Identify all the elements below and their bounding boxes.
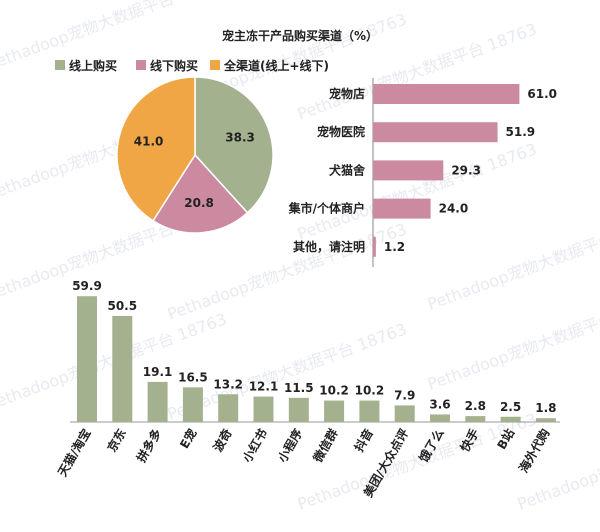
vbar-value-label: 16.5 (178, 370, 208, 384)
pie-slice (152, 153, 249, 234)
pie-value-label: 41.0 (134, 134, 164, 148)
vbar-value-label: 59.9 (72, 279, 102, 293)
vbar-value-label: 2.5 (500, 400, 521, 414)
vbar-value-label: 10.2 (319, 384, 349, 398)
vbar-value-label: 1.8 (535, 401, 556, 415)
vbar (147, 381, 168, 422)
vbar-category-label: 波奇 (210, 426, 235, 454)
vbar-value-label: 10.2 (355, 384, 385, 398)
vbar-value-label: 2.8 (465, 399, 486, 413)
vbar (288, 397, 309, 422)
vbar (359, 400, 380, 422)
watermark-text: Pethadoop宠物大数据平台 18763 (295, 139, 539, 243)
vbar (324, 400, 345, 422)
legend-swatch (136, 60, 146, 70)
vbar-value-label: 11.5 (284, 381, 314, 395)
hbar-category-label: 其他，请注明 (293, 239, 365, 254)
vbar-category-label: 天猫/淘宝 (54, 426, 93, 479)
vbar-category-label: E宠 (176, 426, 199, 451)
hbar-value-label: 29.3 (451, 163, 481, 177)
legend-label: 全渠道(线上+线下) (223, 58, 329, 73)
watermark-text: Pethadoop宠物大数据平台 18763 (425, 209, 600, 313)
vbar (218, 394, 239, 422)
vbar (535, 418, 556, 422)
pie-value-label: 20.8 (184, 196, 214, 210)
vbar (500, 416, 521, 422)
vbar (77, 296, 97, 422)
hbar (373, 198, 431, 219)
hbar-value-label: 1.2 (384, 240, 405, 254)
vbar-category-label: 小程序 (274, 426, 305, 465)
vbar (112, 315, 133, 422)
vbar-value-label: 12.1 (249, 380, 279, 394)
watermark-text: Pethadoop宠物大数据平台 18763 (165, 219, 409, 323)
vbar-value-label: 3.6 (429, 397, 450, 411)
vbar (465, 416, 486, 422)
pie-value-label: 38.3 (225, 131, 255, 145)
hbar-value-label: 61.0 (527, 87, 557, 101)
vbar (430, 414, 450, 422)
vbar-value-label: 13.2 (213, 377, 243, 391)
vbar-value-label: 19.1 (143, 365, 173, 379)
pie-slice (194, 76, 274, 214)
vbar-category-label: 京东 (104, 426, 129, 454)
watermark-text: Pethadoop宠物大数据平台 18763 (295, 409, 539, 513)
legend-label: 线上购买 (69, 58, 117, 73)
hbar-category-label: 犬猫舍 (329, 162, 366, 177)
hbar-category-label: 集市/个体商户 (288, 201, 365, 216)
hbar (373, 236, 376, 257)
vbar (394, 405, 415, 422)
legend-swatch (210, 60, 220, 70)
hbar-value-label: 24.0 (439, 202, 469, 216)
vbar-value-label: 50.5 (107, 299, 137, 313)
vbar (253, 396, 274, 422)
vbar (182, 387, 203, 422)
vbar-category-label: 小红书 (239, 426, 270, 465)
legend-label: 线下购买 (150, 58, 198, 73)
hbar (373, 122, 498, 143)
vbar-value-label: 7.9 (394, 388, 415, 402)
vbar-category-label: 拼多多 (133, 426, 164, 465)
vbar-category-label: 微信群 (309, 426, 340, 466)
legend-swatch (55, 60, 65, 70)
hbar (373, 160, 444, 181)
vbar-category-label: 抖音 (351, 426, 376, 454)
pie-slice (116, 76, 196, 222)
hbar-value-label: 51.9 (506, 125, 536, 139)
hbar-category-label: 宠物店 (329, 86, 365, 101)
chart-title: 宠主冻干产品购买渠道（%） (222, 28, 378, 43)
hbar (373, 84, 520, 104)
hbar-category-label: 宠物医院 (317, 124, 365, 139)
